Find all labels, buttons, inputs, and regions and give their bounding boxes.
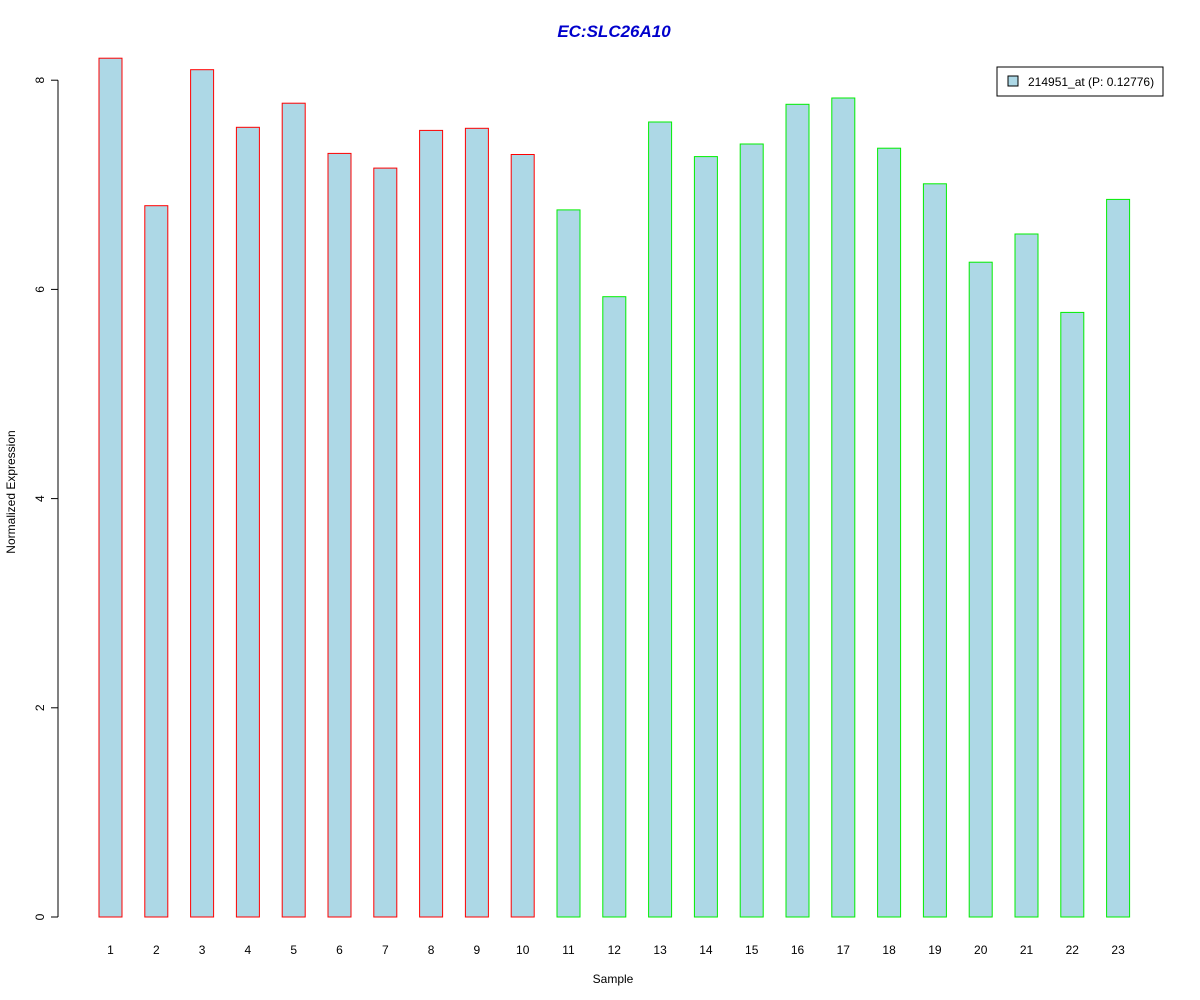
- legend-swatch: [1007, 75, 1019, 87]
- y-tick-label-0: 0: [33, 913, 47, 920]
- x-tick-label-19: 19: [928, 943, 942, 957]
- x-tick-label-22: 22: [1066, 943, 1080, 957]
- legend-entry-label: 214951_at (P: 0.12776): [1028, 75, 1154, 89]
- bar-sample-8: [419, 129, 444, 918]
- bar-sample-22: [1060, 311, 1085, 918]
- x-axis-label: Sample: [593, 972, 634, 986]
- x-tick-label-1: 1: [107, 943, 114, 957]
- bar-sample-20: [968, 261, 993, 918]
- x-tick-label-23: 23: [1111, 943, 1125, 957]
- x-tick-label-2: 2: [153, 943, 160, 957]
- bar-sample-17: [831, 97, 856, 918]
- bar-sample-16: [785, 103, 810, 918]
- bar-sample-23: [1106, 198, 1131, 918]
- bar-sample-6: [327, 152, 352, 918]
- y-tick-label-4: 4: [33, 495, 47, 502]
- x-tick-label-12: 12: [608, 943, 622, 957]
- bar-sample-4: [235, 126, 260, 918]
- y-axis: 0 2 4 6 8: [33, 77, 59, 920]
- bars: [98, 57, 1131, 918]
- bar-sample-19: [922, 183, 947, 918]
- x-tick-label-9: 9: [474, 943, 481, 957]
- bar-sample-3: [190, 69, 215, 918]
- x-tick-label-14: 14: [699, 943, 713, 957]
- x-axis-tick-labels: 1 2 3 4 5 6 7 8 9 10 11 12 13 14 15 16 17 18 19 20 21 22 23: [107, 943, 1125, 957]
- y-tick-label-6: 6: [33, 286, 47, 293]
- x-tick-label-8: 8: [428, 943, 435, 957]
- bar-sample-13: [648, 121, 673, 918]
- bar-sample-21: [1014, 233, 1039, 918]
- bar-sample-2: [144, 205, 169, 918]
- chart-title: EC:SLC26A10: [557, 22, 671, 41]
- bar-sample-7: [373, 167, 398, 918]
- x-tick-label-11: 11: [562, 943, 575, 957]
- bar-sample-1: [98, 57, 123, 918]
- x-tick-label-5: 5: [290, 943, 297, 957]
- y-tick-label-2: 2: [33, 704, 47, 711]
- bar-sample-12: [602, 296, 627, 918]
- legend: 214951_at (P: 0.12776): [996, 66, 1164, 97]
- x-tick-label-21: 21: [1020, 943, 1034, 957]
- bar-sample-15: [739, 143, 764, 918]
- x-tick-label-20: 20: [974, 943, 988, 957]
- x-tick-label-4: 4: [245, 943, 252, 957]
- x-tick-label-10: 10: [516, 943, 530, 957]
- x-tick-label-18: 18: [882, 943, 896, 957]
- x-tick-label-15: 15: [745, 943, 759, 957]
- x-tick-label-3: 3: [199, 943, 206, 957]
- x-tick-label-7: 7: [382, 943, 389, 957]
- bar-sample-10: [510, 154, 535, 918]
- y-tick-label-8: 8: [33, 77, 47, 84]
- bar-sample-14: [693, 156, 718, 918]
- bar-sample-18: [877, 147, 902, 918]
- bar-sample-5: [281, 102, 306, 918]
- bar-sample-11: [556, 209, 581, 918]
- y-axis-label: Normalized Expression: [4, 430, 18, 553]
- legend-box: [996, 66, 1164, 97]
- x-tick-label-16: 16: [791, 943, 805, 957]
- x-tick-label-17: 17: [837, 943, 851, 957]
- x-tick-label-6: 6: [336, 943, 343, 957]
- x-tick-label-13: 13: [653, 943, 667, 957]
- bar-sample-9: [464, 127, 489, 918]
